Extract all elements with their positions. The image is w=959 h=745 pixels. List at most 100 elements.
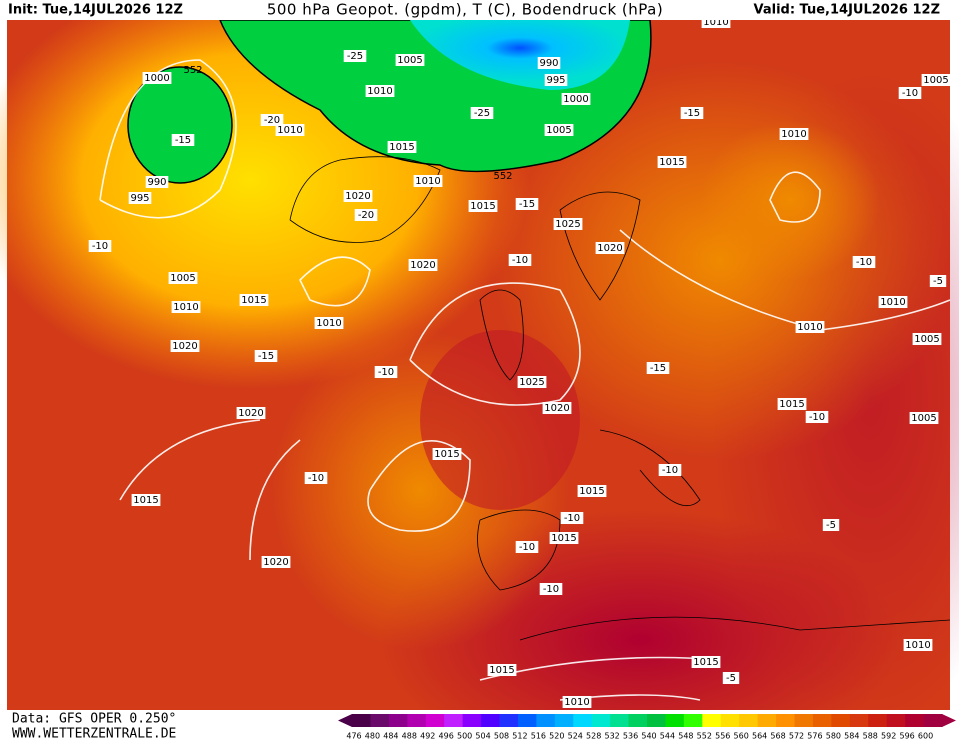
- temperature-label-box: [470, 107, 494, 119]
- isobar-label: 1015: [489, 665, 514, 676]
- isobar-label-box: [413, 175, 443, 187]
- temperature-label: -15: [650, 363, 666, 374]
- temperature-label: -5: [726, 673, 736, 684]
- temperature-label-box: [304, 472, 328, 484]
- temperature-label-box: [260, 114, 284, 126]
- colorbar-arrow-left: [338, 714, 352, 727]
- isobar-label: 1010: [781, 129, 806, 140]
- isobar-label-box: [131, 494, 161, 506]
- temperature-label-box: [929, 275, 947, 287]
- colorbar-swatch: [444, 714, 464, 727]
- isobar-label: 1015: [133, 495, 158, 506]
- colorbar-label: 516: [531, 732, 546, 741]
- temperature-label-box: [254, 350, 278, 362]
- colorbar-label: 580: [826, 732, 841, 741]
- colorbar-swatch: [554, 714, 574, 727]
- temperature-label: -10: [564, 513, 580, 524]
- isobar-label: 1000: [144, 73, 169, 84]
- colorbar-label: 592: [881, 732, 896, 741]
- colorbar-swatch: [812, 714, 832, 727]
- colorbar-swatch: [849, 714, 869, 727]
- temperature-label: -10: [902, 88, 918, 99]
- temperature-label: -10: [378, 367, 394, 378]
- colorbar-swatch: [702, 714, 722, 727]
- colorbar-swatch: [352, 714, 371, 727]
- temperature-label: -10: [809, 412, 825, 423]
- colorbar-swatch: [517, 714, 537, 727]
- site-name: WWW.WETTERZENTRALE.DE: [12, 727, 176, 742]
- colorbar-swatch: [370, 714, 390, 727]
- colorbar-label: 564: [752, 732, 767, 741]
- colorbar-label: 528: [586, 732, 601, 741]
- isobar-label-box: [487, 664, 517, 676]
- temperature-label-box: [354, 209, 378, 221]
- colorbar-label: 540: [641, 732, 656, 741]
- isobar-label-box: [432, 448, 462, 460]
- isobar-label: 1005: [911, 413, 936, 424]
- isobar-label: 1015: [470, 201, 495, 212]
- isobar-label-box: [408, 259, 438, 271]
- colorbar-label: 536: [623, 732, 638, 741]
- colorbar-label: 492: [420, 732, 435, 741]
- colorbar-swatch: [481, 714, 500, 727]
- isobar-label-box: [691, 656, 721, 668]
- isobar-label: 995: [130, 193, 149, 204]
- colorbar-swatch: [628, 714, 648, 727]
- colorbar-swatch: [499, 714, 519, 727]
- isobar-label-box: [128, 192, 152, 204]
- temperature-label-box: [658, 464, 682, 476]
- isobar-label-box: [261, 556, 291, 568]
- map-title: 500 hPa Geopot. (gpdm), T (C), Bodendruc…: [267, 1, 663, 19]
- isobar-label-box: [239, 294, 269, 306]
- isobar-label-box: [537, 57, 561, 69]
- isobar-label: 1005: [914, 334, 939, 345]
- isobar-label: 1010: [367, 86, 392, 97]
- isobar-label-box: [595, 242, 625, 254]
- temperature-label-box: [515, 541, 539, 553]
- colorbar-label: 520: [549, 732, 564, 741]
- colorbar-label: 544: [660, 732, 675, 741]
- isobar-label-box: [343, 190, 373, 202]
- temperature-label-box: [722, 672, 740, 684]
- isobar-label: 1010: [797, 322, 822, 333]
- colorbar-label: 568: [770, 732, 785, 741]
- isobar-label: 1010: [173, 302, 198, 313]
- isobar-label: 990: [147, 177, 166, 188]
- valid-time: Valid: Tue,14JUL2026 12Z: [753, 3, 940, 18]
- isobar-label-box: [795, 321, 825, 333]
- colorbar-swatch: [591, 714, 611, 727]
- isobar-label: 1015: [693, 657, 718, 668]
- temperature-label: -10: [512, 255, 528, 266]
- colorbar-arrow-right: [942, 714, 956, 727]
- temperature-label-box: [539, 583, 563, 595]
- isobar-label-box: [517, 376, 547, 388]
- temperature-label: -5: [933, 276, 943, 287]
- colorbar-label: 532: [604, 732, 619, 741]
- colorbar-swatch: [647, 714, 666, 727]
- isobar-label-box: [275, 124, 305, 136]
- isobar-label: 1015: [659, 157, 684, 168]
- isobar-label: 1005: [170, 273, 195, 284]
- temperature-label-box: [88, 240, 112, 252]
- colorbar-swatch: [407, 714, 427, 727]
- colorbar-label: 504: [475, 732, 490, 741]
- isobar-label: 990: [539, 58, 558, 69]
- colorbar-swatch: [831, 714, 851, 727]
- temperature-label: -15: [684, 108, 700, 119]
- colorbar-label: 576: [807, 732, 822, 741]
- colorbar-swatch: [794, 714, 814, 727]
- temperature-label-box: [171, 134, 195, 146]
- isobar-label: 1020: [263, 557, 288, 568]
- colorbar-label: 584: [844, 732, 859, 741]
- init-time: Init: Tue,14JUL2026 12Z: [8, 3, 183, 18]
- colorbar-label: 512: [512, 732, 527, 741]
- isobar-label: 1020: [597, 243, 622, 254]
- temperature-label: -10: [308, 473, 324, 484]
- isobar-label: 1010: [277, 125, 302, 136]
- temperature-label: -10: [519, 542, 535, 553]
- isobar-label: 1020: [410, 260, 435, 271]
- temperature-label: -25: [347, 51, 363, 62]
- isobar-label: 1005: [397, 55, 422, 66]
- colorbar-label: 596: [899, 732, 914, 741]
